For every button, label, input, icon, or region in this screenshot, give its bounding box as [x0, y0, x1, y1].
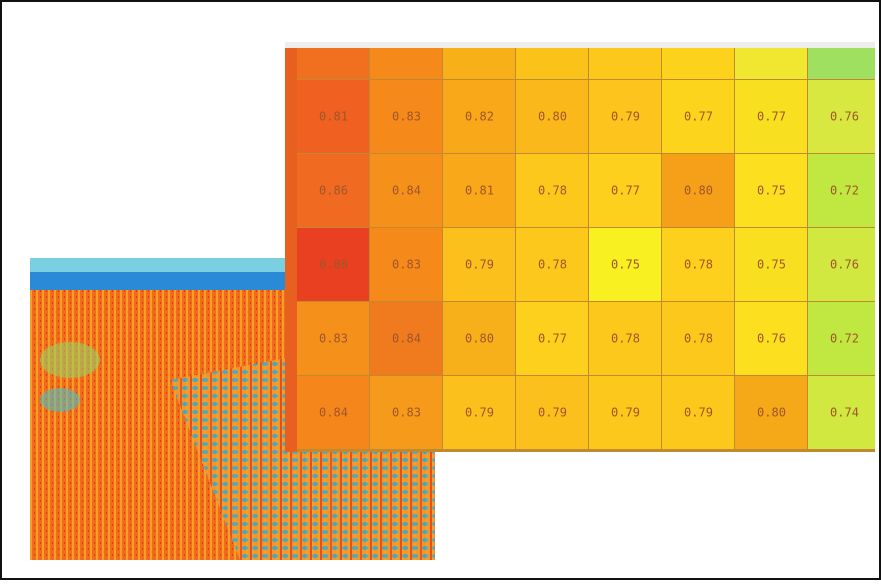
header-cell	[516, 48, 588, 79]
cell-value: 0.83	[392, 258, 421, 272]
heatmap-cell	[370, 376, 442, 449]
cell-value: 0.77	[611, 184, 640, 198]
heatmap-cell	[370, 154, 442, 227]
header-cell	[443, 48, 515, 79]
cell-value: 0.79	[611, 406, 640, 420]
heatmap-cell	[516, 302, 588, 375]
cell-value: 0.77	[684, 110, 713, 124]
cell-value: 0.83	[392, 110, 421, 124]
heatmap-cell	[370, 302, 442, 375]
cell-value: 0.79	[465, 258, 494, 272]
heatmap-cell	[516, 228, 588, 301]
heatmap-cell	[735, 302, 807, 375]
cell-value: 0.81	[465, 184, 494, 198]
heatmap-top-edge	[285, 42, 875, 48]
header-cell	[662, 48, 734, 79]
heatmap: 0.81 0.83 0.82 0.80 0.79 0.77 0.77 0.76 0.86 0.84…	[285, 48, 875, 452]
cell-value: 0.80	[465, 332, 494, 346]
heatmap-cell	[443, 80, 515, 153]
heatmap-cell	[443, 228, 515, 301]
header-cell	[589, 48, 661, 79]
heatmap-cell	[297, 376, 369, 449]
cell-value: 0.72	[830, 184, 859, 198]
cell-value: 0.84	[392, 332, 421, 346]
heatmap-cell	[808, 80, 875, 153]
heatmap-cell	[735, 376, 807, 449]
cell-value: 0.75	[611, 258, 640, 272]
heatmap-cell	[735, 154, 807, 227]
cell-value: 0.75	[757, 184, 786, 198]
heatmap-cell	[516, 80, 588, 153]
cell-value: 0.76	[830, 258, 859, 272]
header-cell	[370, 48, 442, 79]
heatmap-cell	[589, 302, 661, 375]
cell-value: 0.83	[392, 406, 421, 420]
heatmap-cell	[808, 302, 875, 375]
cell-value: 0.79	[684, 406, 713, 420]
cell-value: 0.86	[319, 184, 348, 198]
cell-value: 0.80	[684, 184, 713, 198]
heatmap-cell	[662, 228, 734, 301]
heatmap-cell	[297, 228, 369, 301]
heatmap-cell	[370, 80, 442, 153]
heatmap-cell	[443, 154, 515, 227]
heatmap-cell	[297, 80, 369, 153]
heatmap-cell	[297, 302, 369, 375]
cell-value: 0.77	[757, 110, 786, 124]
heatmap-cell	[662, 80, 734, 153]
cell-value: 0.79	[611, 110, 640, 124]
cell-value: 0.78	[538, 258, 567, 272]
heatmap-cell	[662, 376, 734, 449]
heatmap-cell	[370, 228, 442, 301]
heatmap-cell	[516, 154, 588, 227]
heatmap-cell	[735, 80, 807, 153]
heatmap-cell	[735, 228, 807, 301]
cell-value: 0.76	[757, 332, 786, 346]
cell-value: 0.88	[319, 258, 348, 272]
cell-value: 0.75	[757, 258, 786, 272]
heatmap-cell	[589, 80, 661, 153]
cell-value: 0.78	[538, 184, 567, 198]
cell-value: 0.80	[757, 406, 786, 420]
cell-value: 0.72	[830, 332, 859, 346]
cell-value: 0.76	[830, 110, 859, 124]
cell-value: 0.80	[538, 110, 567, 124]
cell-value: 0.78	[611, 332, 640, 346]
cell-value: 0.78	[684, 258, 713, 272]
cell-value: 0.74	[830, 406, 859, 420]
cell-value: 0.78	[684, 332, 713, 346]
heatmap-cell	[516, 376, 588, 449]
header-cell	[297, 48, 369, 79]
heatmap-cell	[662, 154, 734, 227]
cell-value: 0.77	[538, 332, 567, 346]
cell-value: 0.83	[319, 332, 348, 346]
cell-value: 0.79	[465, 406, 494, 420]
heatmap-cell	[443, 376, 515, 449]
cell-value: 0.84	[392, 184, 421, 198]
heatmap-cell	[808, 154, 875, 227]
cell-value: 0.82	[465, 110, 494, 124]
heatmap-cell	[297, 154, 369, 227]
heatmap-cell	[443, 302, 515, 375]
heatmap-left-strip	[285, 48, 297, 452]
cell-value: 0.84	[319, 406, 348, 420]
heatmap-cell	[662, 302, 734, 375]
heatmap-cell	[589, 154, 661, 227]
heatmap-cell	[808, 228, 875, 301]
heatmap-cell	[808, 376, 875, 449]
header-cell	[808, 48, 875, 79]
header-cell	[735, 48, 807, 79]
cell-value: 0.79	[538, 406, 567, 420]
heatmap-cell	[589, 376, 661, 449]
cell-value: 0.81	[319, 110, 348, 124]
heatmap-cell	[589, 228, 661, 301]
